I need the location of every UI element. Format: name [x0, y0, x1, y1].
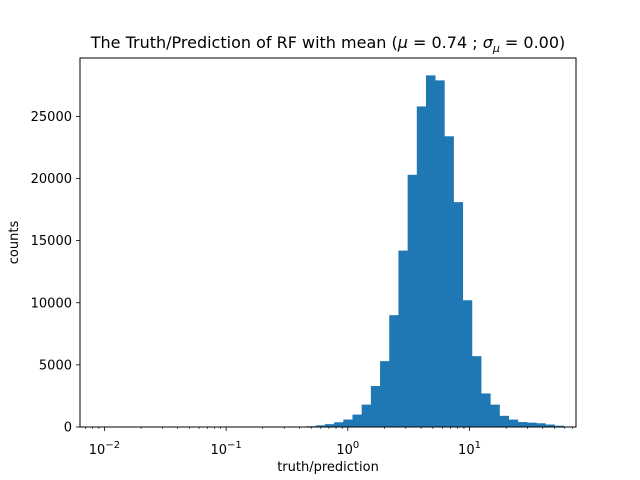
x-tick-label: 10−1 [210, 440, 241, 458]
histogram-bar [508, 419, 519, 427]
histogram-bar [435, 80, 445, 428]
histogram-bar [407, 174, 418, 427]
y-tick-label: 20000 [31, 172, 72, 187]
chart-title: The Truth/Prediction of RF with mean (μ … [90, 33, 566, 55]
histogram-bar [380, 361, 390, 427]
histogram-bar [453, 202, 464, 427]
histogram-bar [343, 419, 353, 427]
histogram-bar [536, 423, 546, 427]
y-tick-label: 0 [64, 421, 72, 436]
histogram-bar [361, 404, 372, 427]
histogram-bar [527, 422, 537, 427]
x-tick-label: 10−2 [89, 440, 120, 458]
histogram-bar [499, 415, 509, 427]
plot-frame [79, 57, 577, 428]
y-tick-label: 15000 [31, 234, 72, 249]
y-tick-label: 5000 [39, 358, 72, 373]
histogram-bar [481, 393, 491, 427]
histogram-bar [462, 300, 473, 427]
x-axis-label: truth/prediction [277, 460, 379, 475]
histogram-bars [297, 75, 565, 428]
histogram-bar [471, 356, 482, 427]
histogram-bar [416, 106, 427, 427]
histogram-bar [315, 425, 326, 427]
histogram-bar [554, 425, 565, 427]
x-tick-label: 101 [458, 440, 481, 458]
y-tick-label: 10000 [31, 296, 72, 311]
x-axis-ticks: 10−2 10−1 100 101 [85, 427, 573, 458]
histogram-bar [426, 75, 436, 427]
histogram-bar [334, 422, 344, 427]
histogram-bar [324, 424, 335, 427]
y-axis-label: counts [7, 221, 22, 265]
histogram-bar [352, 414, 362, 427]
histogram-bar [370, 386, 381, 427]
histogram-bar [398, 250, 408, 427]
histogram-bar [444, 136, 454, 427]
y-tick-label: 25000 [31, 110, 72, 125]
histogram-bar [490, 404, 500, 427]
histogram-bar [517, 422, 528, 427]
y-axis-ticks: 0 5000 10000 15000 20000 25000 [31, 110, 80, 436]
histogram-bar [545, 424, 555, 427]
x-tick-label: 100 [336, 440, 359, 458]
histogram-bar [389, 315, 399, 427]
